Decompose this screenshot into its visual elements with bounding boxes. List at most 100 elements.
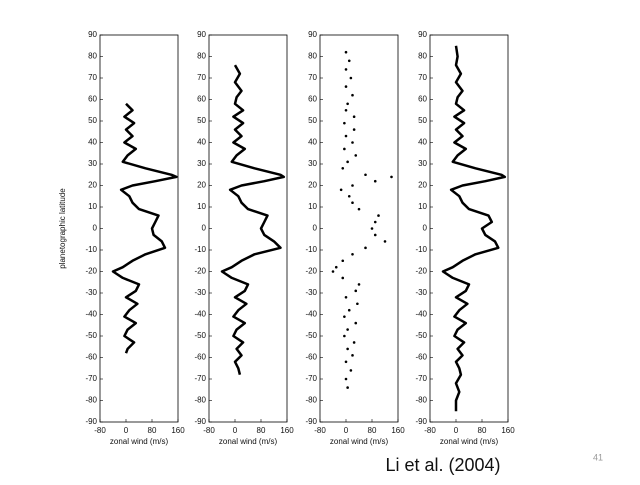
- y-tick-label: -60: [305, 353, 317, 362]
- y-tick-label: 50: [308, 116, 317, 125]
- wind-point: [343, 147, 346, 151]
- wind-point: [344, 377, 348, 381]
- wind-point: [351, 201, 354, 204]
- wind-point: [344, 296, 348, 299]
- wind-point: [364, 246, 367, 250]
- y-tick-label: -30: [194, 288, 206, 297]
- y-tick-label: 30: [197, 159, 206, 168]
- y-tick-label: 0: [93, 224, 98, 233]
- wind-point: [343, 315, 346, 318]
- wind-point: [346, 102, 349, 106]
- wind-point: [351, 141, 354, 144]
- y-tick-label: 60: [197, 95, 206, 104]
- wind-point: [390, 175, 393, 179]
- y-tick-label: 50: [88, 116, 97, 125]
- y-tick-label: 70: [418, 73, 427, 82]
- wind-point: [352, 128, 356, 131]
- y-tick-label: -40: [194, 310, 206, 319]
- y-tick-label: 70: [197, 73, 206, 82]
- y-tick-label: -70: [305, 374, 317, 383]
- wind-point: [352, 341, 356, 344]
- wind-point: [364, 173, 367, 177]
- y-tick-label: 80: [308, 52, 317, 61]
- x-tick-label: 80: [148, 426, 157, 435]
- y-tick-label: -60: [85, 353, 97, 362]
- wind-point: [346, 328, 349, 331]
- y-tick-label: 20: [88, 181, 97, 190]
- wind-point: [343, 334, 346, 338]
- y-tick-label: 30: [308, 159, 317, 168]
- y-tick-label: -70: [194, 374, 206, 383]
- wind-point: [346, 160, 349, 164]
- y-tick-label: -40: [85, 310, 97, 319]
- wind-point: [341, 167, 345, 170]
- y-tick-label: -20: [305, 267, 317, 276]
- x-axis-label: zonal wind (m/s): [219, 437, 278, 446]
- x-axis-label: zonal wind (m/s): [330, 437, 389, 446]
- wind-point: [373, 233, 377, 237]
- y-tick-label: -90: [85, 417, 97, 426]
- y-tick-label: -80: [194, 396, 206, 405]
- x-axis-label: zonal wind (m/s): [110, 437, 169, 446]
- y-tick-label: -30: [305, 288, 317, 297]
- wind-profile: [441, 45, 507, 412]
- x-tick-label: -80: [203, 426, 215, 435]
- x-tick-label: -80: [314, 426, 326, 435]
- x-tick-label: 0: [233, 426, 238, 435]
- y-tick-label: 30: [88, 159, 97, 168]
- y-tick-label: 70: [308, 73, 317, 82]
- wind-point: [349, 369, 353, 372]
- wind-point: [341, 259, 345, 263]
- wind-point: [356, 302, 359, 306]
- y-axis-label: planetographic latitude: [58, 188, 67, 269]
- x-tick-label: 0: [454, 426, 459, 435]
- x-tick-label: 80: [257, 426, 266, 435]
- wind-point: [344, 50, 348, 54]
- wind-point: [351, 253, 354, 256]
- y-tick-label: 80: [88, 52, 97, 61]
- y-tick-label: 40: [418, 138, 427, 147]
- x-tick-label: 80: [478, 426, 487, 435]
- x-tick-label: 160: [280, 426, 294, 435]
- y-tick-label: 40: [197, 138, 206, 147]
- wind-point: [354, 154, 358, 157]
- y-tick-label: 90: [308, 30, 317, 39]
- y-tick-label: -40: [415, 310, 427, 319]
- wind-point: [351, 93, 354, 97]
- x-tick-label: 0: [124, 426, 129, 435]
- y-tick-label: 50: [418, 116, 427, 125]
- x-axis-label: zonal wind (m/s): [440, 437, 499, 446]
- y-tick-label: 40: [88, 138, 97, 147]
- x-tick-label: 160: [171, 426, 185, 435]
- wind-point: [354, 321, 358, 325]
- y-tick-label: 90: [88, 30, 97, 39]
- y-tick-label: 60: [308, 95, 317, 104]
- y-tick-label: -70: [85, 374, 97, 383]
- y-tick-label: 60: [88, 95, 97, 104]
- caption: Li et al. (2004): [385, 455, 500, 475]
- y-tick-label: -10: [85, 245, 97, 254]
- wind-point: [347, 59, 351, 63]
- y-tick-label: 70: [88, 73, 97, 82]
- y-tick-label: -50: [415, 331, 427, 340]
- wind-point: [346, 347, 349, 351]
- wind-point: [347, 308, 351, 312]
- y-tick-label: -20: [194, 267, 206, 276]
- wind-point: [334, 265, 338, 269]
- wind-point: [370, 227, 374, 230]
- x-tick-label: 0: [344, 426, 349, 435]
- y-tick-label: -80: [305, 396, 317, 405]
- y-tick-label: 80: [197, 52, 206, 61]
- y-tick-label: 90: [418, 30, 427, 39]
- y-tick-label: -90: [305, 417, 317, 426]
- x-tick-label: 160: [501, 426, 515, 435]
- wind-point: [344, 85, 348, 88]
- wind-point: [383, 240, 387, 243]
- wind-point: [373, 179, 377, 183]
- y-tick-label: -10: [194, 245, 206, 254]
- wind-point: [352, 115, 356, 118]
- y-tick-label: 20: [308, 181, 317, 190]
- y-tick-label: 10: [418, 202, 427, 211]
- y-tick-label: 10: [308, 202, 317, 211]
